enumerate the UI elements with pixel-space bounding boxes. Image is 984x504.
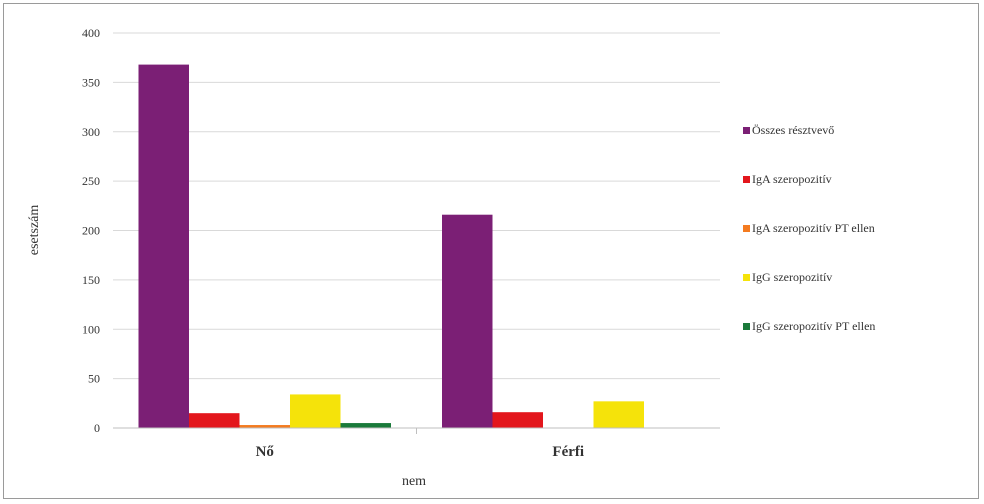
y-tick-label: 350 <box>82 75 100 89</box>
y-tick-label: 50 <box>88 372 100 386</box>
axes: 0 50 100 150 200 250 300 350 400 Nő Férfi <box>82 26 720 460</box>
x-tick-label: Nő <box>256 444 275 460</box>
gridlines <box>113 32 720 380</box>
legend-label: Összes résztvevő <box>752 123 834 137</box>
y-tick-label: 200 <box>82 224 100 238</box>
legend-swatch <box>743 127 750 134</box>
legend-label: IgA szeropozitív PT ellen <box>752 221 875 235</box>
y-tick-label: 150 <box>82 273 100 287</box>
bars <box>138 64 644 428</box>
bar <box>138 64 189 428</box>
y-tick-label: 100 <box>82 322 100 336</box>
x-tick-label: Férfi <box>552 444 584 460</box>
legend-swatch <box>743 225 750 232</box>
bar <box>189 413 240 428</box>
chart-frame <box>3 3 979 499</box>
legend-swatch <box>743 274 750 281</box>
legend-swatch <box>743 323 750 330</box>
x-axis-title: nem <box>402 474 426 489</box>
legend-label: IgA szeropozitív <box>752 172 832 186</box>
bar <box>239 425 290 428</box>
bar <box>442 214 493 428</box>
bar <box>340 423 391 428</box>
y-tick-label: 300 <box>82 125 100 139</box>
legend-label: IgG szeropozitív PT ellen <box>752 319 875 333</box>
y-tick-label: 400 <box>82 26 100 40</box>
y-axis-title: esetszám <box>27 205 42 256</box>
bar <box>492 412 543 428</box>
bar <box>290 394 341 428</box>
legend: Összes résztvevő IgA szeropozitív IgA szer… <box>743 123 875 333</box>
legend-label: IgG szeropozitív <box>752 270 832 284</box>
legend-swatch <box>743 176 750 183</box>
y-tick-label: 250 <box>82 174 100 188</box>
bar <box>593 401 644 428</box>
y-tick-label: 0 <box>94 421 100 435</box>
